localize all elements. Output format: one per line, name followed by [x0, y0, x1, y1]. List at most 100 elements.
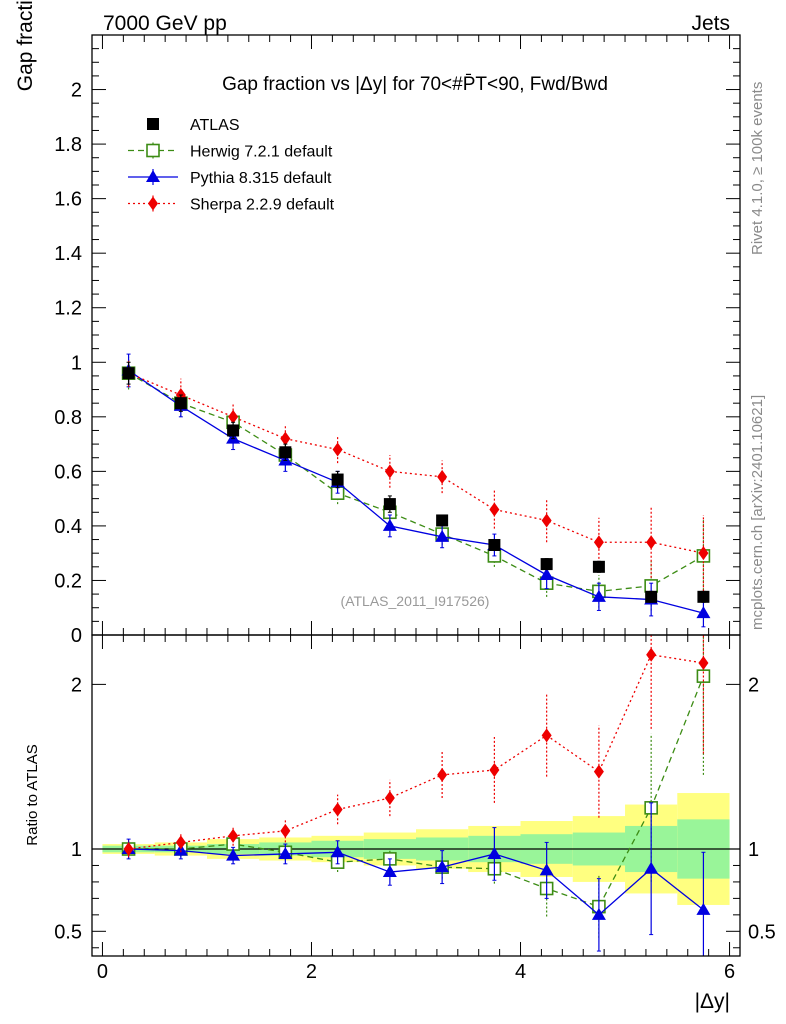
main-line [128, 369, 704, 614]
main-y-tick-label: 0 [71, 625, 82, 647]
ratio-y-tick-label: 0.5 [54, 921, 82, 943]
legend-marker [148, 196, 158, 211]
main-point [174, 397, 187, 410]
ratio-point [226, 848, 241, 861]
main-point [541, 513, 552, 528]
main-y-tick-label: 1.8 [54, 134, 82, 156]
energy-label: 7000 GeV pp [103, 12, 227, 35]
ratio-y-tick-label-right: 2 [748, 674, 759, 696]
main-line [128, 372, 704, 593]
legend-marker [146, 170, 160, 182]
ratio-point [384, 790, 395, 805]
ratio-point [487, 846, 502, 859]
x-tick-label: 2 [306, 961, 317, 983]
main-point [437, 469, 448, 484]
main-y-tick-label: 0.4 [54, 516, 82, 538]
main-panel: 0 0.2 0.4 0.6 0.8 1 1.2 1.4 1.6 1.8 2 Gap fraction… [14, 0, 741, 647]
legend-label: Herwig 7.2.1 default [190, 144, 333, 161]
legend-label: Pythia 8.315 default [190, 170, 332, 187]
ratio-line [128, 848, 704, 916]
ratio-point [435, 860, 450, 873]
ratio-line [128, 654, 704, 850]
main-y-tick-label: 1 [71, 352, 82, 374]
ratio-point [332, 802, 343, 817]
main-series-atlas [122, 361, 710, 603]
main-point [592, 560, 605, 573]
main-point [591, 589, 606, 602]
process-label: Jets [691, 12, 730, 35]
ratio-panel: 0.5 0.5 1 1 2 2 0 2 4 6 Ratio to ATLAS |Δy| [24, 634, 776, 1013]
main-point [227, 424, 240, 437]
main-point [489, 502, 500, 517]
main-point [331, 473, 344, 486]
ratio-point [698, 655, 709, 670]
main-point [280, 431, 291, 446]
main-point [332, 442, 343, 457]
legend-entry: Pythia 8.315 default [128, 169, 332, 187]
main-line [128, 372, 704, 554]
main-point [593, 535, 604, 550]
ratio-point [382, 865, 397, 878]
ratio-point [228, 828, 239, 843]
main-point [383, 498, 396, 511]
main-y-tick-label: 1.2 [54, 298, 82, 320]
ratio-y-tick-label-right: 1 [748, 839, 759, 861]
main-series-pythia [121, 353, 711, 628]
main-point [488, 539, 501, 551]
legend-entry: Sherpa 2.2.9 default [128, 195, 335, 214]
main-title: Gap fraction vs |Δy| for 70<#P̄T<90, Fwd… [222, 74, 608, 95]
x-axis-label: |Δy| [695, 990, 730, 1013]
x-tick-label: 4 [515, 961, 526, 983]
ratio-point [173, 843, 188, 856]
legend-label: ATLAS [190, 117, 240, 134]
main-y-axis-label: Gap fraction [14, 0, 37, 91]
main-series-herwig [121, 356, 711, 611]
mcplots-label: mcplots.cern.ch [arXiv:2401.10621] [749, 395, 766, 630]
ratio-y-tick-label: 2 [71, 674, 82, 696]
ratio-point [696, 902, 711, 915]
ratio-frame [91, 634, 741, 957]
ratio-point [539, 863, 554, 876]
ratio-point [330, 845, 345, 858]
main-point [279, 446, 292, 459]
legend-entry: Herwig 7.2.1 default [128, 142, 333, 161]
main-point [539, 568, 554, 580]
main-point [436, 514, 449, 527]
ratio-point [541, 728, 552, 743]
legend-marker [146, 143, 160, 158]
legend: ATLAS Herwig 7.2.1 default Pythia 8.315 de… [128, 117, 335, 214]
main-point [228, 409, 239, 424]
legend-marker [147, 118, 159, 130]
main-point [540, 558, 553, 571]
main-y-tick-label: 1.4 [54, 243, 82, 265]
ratio-point [280, 823, 291, 838]
ratio-point [437, 767, 448, 782]
ratio-y-tick-label-right: 0.5 [748, 921, 776, 943]
analysis-id: (ATLAS_2011_I917526) [341, 593, 490, 609]
legend-label: Sherpa 2.2.9 default [190, 197, 335, 214]
main-y-tick-label: 0.8 [54, 407, 82, 429]
main-point [435, 529, 450, 542]
x-tick-label: 0 [97, 961, 108, 983]
main-point [697, 590, 710, 603]
main-point [122, 367, 135, 380]
main-series-sherpa [123, 359, 709, 592]
rivet-label: Rivet 4.1.0, ≥ 100k events [749, 82, 766, 255]
ratio-point [646, 647, 657, 662]
ratio-point [278, 846, 293, 859]
ratio-point [175, 835, 186, 850]
ratio-point [644, 861, 659, 874]
main-point [646, 535, 657, 550]
x-tick-label: 6 [724, 961, 735, 983]
ratio-y-axis-label: Ratio to ATLAS [24, 744, 41, 845]
main-point [384, 464, 395, 479]
main-point [382, 518, 397, 531]
ratio-point [489, 762, 500, 777]
main-y-tick-label: 0.2 [54, 570, 82, 592]
ratio-point [123, 842, 134, 856]
main-y-tick-label: 1.6 [54, 189, 82, 211]
main-point [698, 546, 709, 561]
ratio-y-tick-label: 1 [71, 839, 82, 861]
ratio-point [591, 907, 606, 920]
